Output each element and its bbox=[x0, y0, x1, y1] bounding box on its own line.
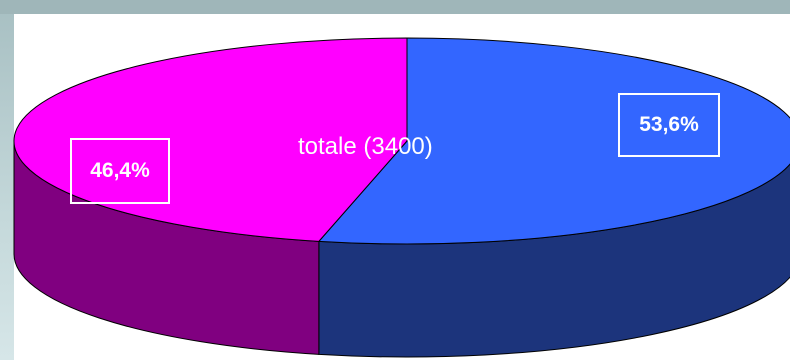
chart-title: totale (3400) bbox=[298, 133, 433, 160]
slice-label-blue: 53,6% bbox=[618, 93, 720, 157]
pie-slice-top-1 bbox=[13, 37, 408, 242]
slice-label-magenta: 46,4% bbox=[70, 138, 170, 204]
slide-header-band bbox=[0, 0, 790, 14]
pie-slice-top-0 bbox=[317, 37, 790, 245]
